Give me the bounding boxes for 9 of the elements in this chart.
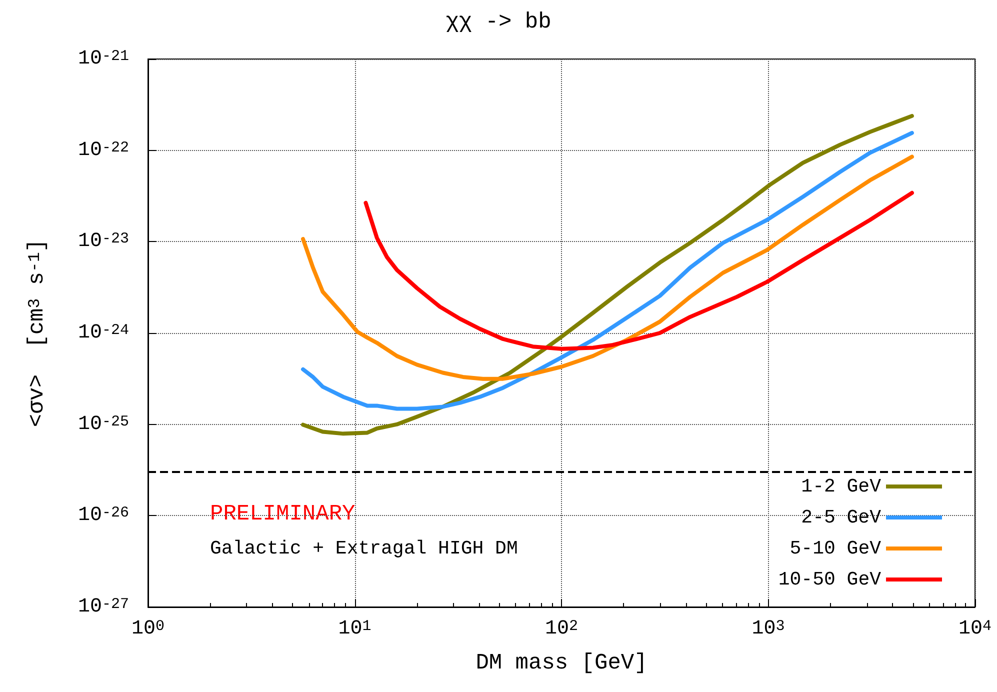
annotation: Galactic + Extragal HIGH DM [210, 538, 518, 560]
y-axis-title: <σv> [cm3 s-1] [24, 238, 50, 428]
x-axis-title: DM mass [GeV] [476, 650, 648, 676]
annotation: PRELIMINARY [210, 502, 356, 526]
legend-label: 5-10 GeV [790, 538, 882, 560]
chart-title: χχ -> bb [446, 10, 552, 34]
legend-label: 2-5 GeV [801, 506, 882, 528]
legend-label: 1-2 GeV [801, 476, 882, 498]
legend-label: 10-50 GeV [778, 568, 882, 590]
